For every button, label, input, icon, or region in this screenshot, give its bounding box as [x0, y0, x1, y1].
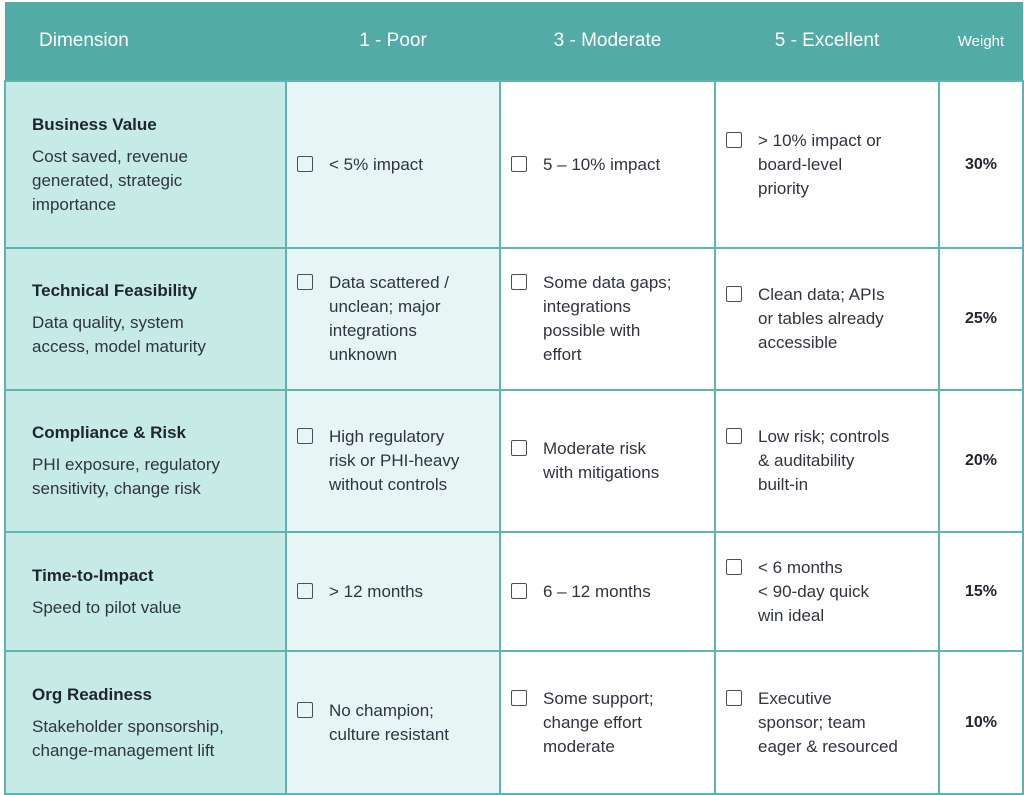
moderate-option: Some data gaps; integrations possible wi…	[501, 271, 714, 367]
excellent-checkbox[interactable]	[726, 558, 742, 575]
poor-checkbox[interactable]	[297, 428, 313, 444]
dimension-title: Time-to-Impact	[32, 565, 154, 585]
excellent-cell: Executive sponsor; team eager & resource…	[714, 650, 940, 795]
dimension-description: Cost saved, revenue generated, strategic…	[32, 146, 188, 214]
poor-text: > 12 months	[329, 581, 424, 601]
excellent-cell: < 6 months < 90-day quick win ideal	[714, 531, 940, 652]
poor-text: Data scattered / unclean; major integrat…	[329, 273, 450, 364]
excellent-text: Clean data; APIs or tables already acces…	[758, 285, 885, 352]
dimension-title: Compliance & Risk	[32, 423, 186, 442]
poor-cell: High regulatory risk or PHI-heavy withou…	[285, 389, 501, 533]
moderate-cell: Moderate risk with mitigations	[499, 389, 716, 533]
moderate-checkbox[interactable]	[511, 155, 527, 172]
poor-checkbox[interactable]	[297, 155, 313, 172]
moderate-text: Moderate risk with mitigations	[543, 439, 660, 482]
poor-option: > 12 months	[287, 580, 499, 604]
dimension-description: PHI exposure, regulatory sensitivity, ch…	[32, 455, 221, 498]
table-row: Business Value Cost saved, revenue gener…	[4, 80, 1024, 249]
header-row: Dimension 1 - Poor 3 - Moderate 5 - Exce…	[5, 2, 1023, 81]
excellent-option: Clean data; APIs or tables already acces…	[716, 283, 938, 355]
excellent-checkbox[interactable]	[726, 286, 742, 302]
excellent-cell: > 10% impact or board-level priority	[714, 80, 940, 249]
excellent-text: Executive sponsor; team eager & resource…	[758, 688, 898, 756]
dimension-cell: Org Readiness Stakeholder sponsorship, c…	[4, 650, 287, 795]
moderate-option: 6 – 12 months	[501, 580, 714, 604]
scoring-rubric-table: Dimension 1 - Poor 3 - Moderate 5 - Exce…	[4, 2, 1024, 795]
poor-text: High regulatory risk or PHI-heavy withou…	[329, 427, 460, 494]
table-row: Technical Feasibility Data quality, syst…	[4, 247, 1024, 391]
weight-cell: 30%	[938, 80, 1024, 249]
header-moderate: 3 - Moderate	[500, 2, 715, 81]
header-dimension: Dimension	[5, 2, 286, 81]
weight-cell: 20%	[938, 389, 1024, 533]
moderate-cell: 6 – 12 months	[499, 531, 716, 652]
poor-option: Data scattered / unclean; major integrat…	[287, 271, 499, 367]
poor-cell: Data scattered / unclean; major integrat…	[285, 247, 501, 391]
dimension-description: Data quality, system access, model matur…	[32, 313, 206, 356]
moderate-checkbox[interactable]	[511, 274, 527, 290]
poor-cell: > 12 months	[285, 531, 501, 652]
dimension-cell: Compliance & Risk PHI exposure, regulato…	[4, 389, 287, 533]
excellent-checkbox[interactable]	[726, 131, 742, 148]
poor-checkbox[interactable]	[297, 274, 313, 290]
moderate-text: 5 – 10% impact	[543, 154, 661, 174]
table-row: Time-to-Impact Speed to pilot value > 12…	[4, 531, 1024, 652]
moderate-checkbox[interactable]	[511, 582, 527, 599]
excellent-option: Low risk; controls & auditability built-…	[716, 425, 938, 497]
excellent-cell: Clean data; APIs or tables already acces…	[714, 247, 940, 391]
dimension-title: Org Readiness	[32, 684, 152, 704]
moderate-option: Moderate risk with mitigations	[501, 437, 714, 485]
poor-text: No champion; culture resistant	[329, 700, 449, 744]
excellent-cell: Low risk; controls & auditability built-…	[714, 389, 940, 533]
poor-option: < 5% impact	[287, 153, 499, 177]
excellent-option: > 10% impact or board-level priority	[716, 129, 938, 201]
excellent-text: > 10% impact or board-level priority	[758, 130, 882, 198]
header-excellent: 5 - Excellent	[715, 2, 939, 81]
moderate-cell: 5 – 10% impact	[499, 80, 716, 249]
header-weight: Weight	[939, 2, 1023, 81]
poor-cell: < 5% impact	[285, 80, 501, 249]
poor-checkbox[interactable]	[297, 701, 313, 718]
dimension-cell: Business Value Cost saved, revenue gener…	[4, 80, 287, 249]
dimension-description: Speed to pilot value	[32, 597, 182, 617]
dimension-cell: Time-to-Impact Speed to pilot value	[4, 531, 287, 652]
moderate-text: Some support; change effort moderate	[543, 688, 654, 756]
poor-option: No champion; culture resistant	[287, 699, 499, 747]
dimension-cell: Technical Feasibility Data quality, syst…	[4, 247, 287, 391]
poor-option: High regulatory risk or PHI-heavy withou…	[287, 425, 499, 497]
excellent-option: < 6 months < 90-day quick win ideal	[716, 556, 938, 628]
moderate-option: Some support; change effort moderate	[501, 687, 714, 759]
weight-cell: 25%	[938, 247, 1024, 391]
dimension-description: Stakeholder sponsorship, change-manageme…	[32, 716, 224, 760]
excellent-checkbox[interactable]	[726, 689, 742, 706]
moderate-checkbox[interactable]	[511, 440, 527, 456]
excellent-option: Executive sponsor; team eager & resource…	[716, 687, 938, 759]
moderate-option: 5 – 10% impact	[501, 153, 714, 177]
excellent-text: < 6 months < 90-day quick win ideal	[758, 557, 870, 625]
moderate-text: 6 – 12 months	[543, 581, 651, 601]
weight-cell: 15%	[938, 531, 1024, 652]
weight-cell: 10%	[938, 650, 1024, 795]
header-poor: 1 - Poor	[286, 2, 500, 81]
moderate-cell: Some data gaps; integrations possible wi…	[499, 247, 716, 391]
table-row: Compliance & Risk PHI exposure, regulato…	[4, 389, 1024, 533]
moderate-cell: Some support; change effort moderate	[499, 650, 716, 795]
excellent-checkbox[interactable]	[726, 428, 742, 444]
dimension-title: Technical Feasibility	[32, 281, 198, 300]
dimension-title: Business Value	[32, 114, 157, 134]
poor-checkbox[interactable]	[297, 582, 313, 599]
poor-text: < 5% impact	[329, 154, 424, 174]
table-row: Org Readiness Stakeholder sponsorship, c…	[4, 650, 1024, 795]
moderate-text: Some data gaps; integrations possible wi…	[543, 273, 672, 364]
excellent-text: Low risk; controls & auditability built-…	[758, 427, 890, 494]
moderate-checkbox[interactable]	[511, 689, 527, 706]
poor-cell: No champion; culture resistant	[285, 650, 501, 795]
